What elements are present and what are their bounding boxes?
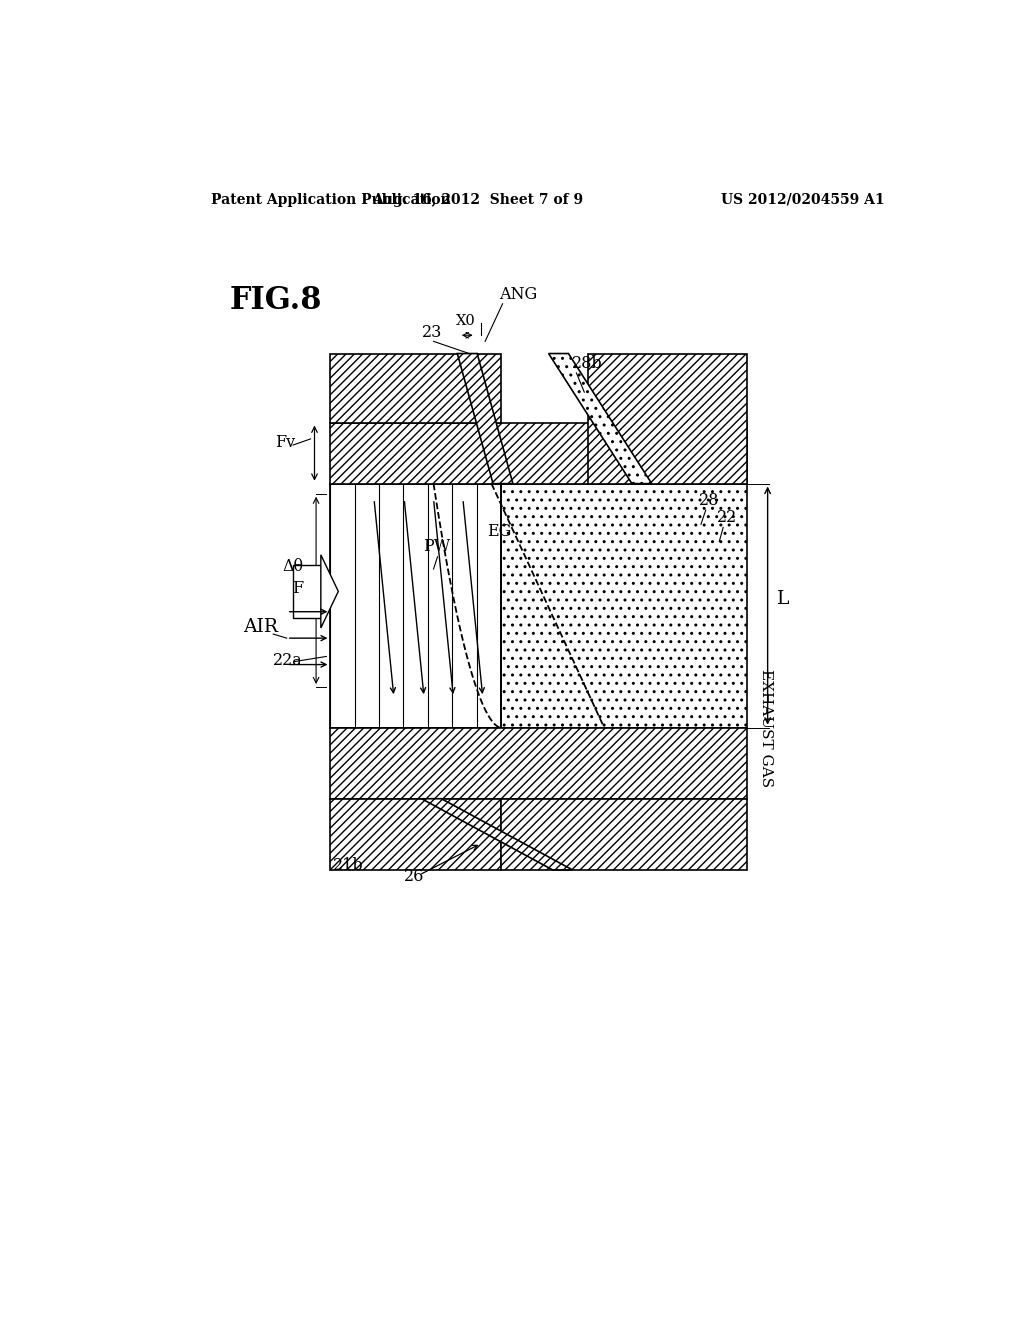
Bar [331,354,501,422]
Text: F: F [292,581,303,598]
Text: Aug. 16, 2012  Sheet 7 of 9: Aug. 16, 2012 Sheet 7 of 9 [372,193,583,207]
Bar [293,565,321,618]
Text: X0: X0 [456,314,475,329]
Text: Δθ: Δθ [283,558,304,576]
Bar [331,799,501,870]
Bar [501,799,748,870]
Text: Fv: Fv [274,434,295,451]
Text: US 2012/0204559 A1: US 2012/0204559 A1 [721,193,885,207]
Bar [588,354,748,483]
Bar [331,422,748,483]
Bar [331,483,501,727]
Text: EG: EG [486,523,511,540]
Polygon shape [321,554,338,628]
Text: 21b: 21b [333,857,364,874]
Text: 26: 26 [404,869,425,886]
Polygon shape [458,354,513,483]
Text: 28: 28 [699,492,720,510]
Text: EXHAUST GAS: EXHAUST GAS [759,668,773,787]
Text: 23: 23 [422,325,442,342]
Text: 28b: 28b [572,355,603,372]
Polygon shape [422,799,572,870]
Text: L: L [777,590,790,607]
Bar [501,483,748,727]
Text: FIG.8: FIG.8 [229,285,323,317]
Text: 22a: 22a [273,652,303,669]
Text: ANG: ANG [500,285,538,302]
Text: PW: PW [423,537,451,554]
Text: 22: 22 [717,510,737,527]
Bar [331,727,748,799]
Text: Patent Application Publication: Patent Application Publication [211,193,451,207]
Polygon shape [549,354,652,483]
Text: AIR: AIR [243,618,279,636]
